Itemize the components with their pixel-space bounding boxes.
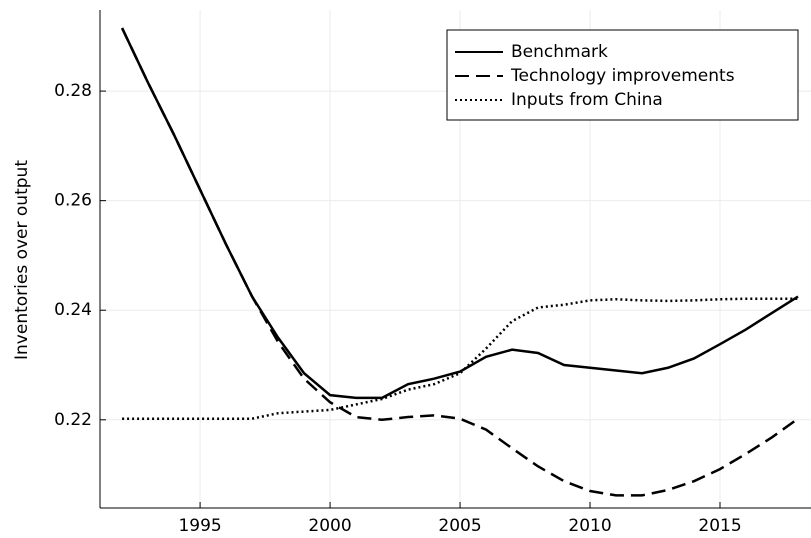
y-tick-label: 0.26 (54, 191, 92, 211)
legend-label: Technology improvements (510, 66, 735, 86)
legend-label: Benchmark (511, 42, 608, 62)
line (120, 27, 799, 497)
legend-box (446, 29, 799, 121)
x-tick-label: 1995 (178, 516, 221, 536)
x-tick-label: 2005 (438, 516, 481, 536)
y-tick-label: 0.28 (54, 81, 92, 101)
x-tick-label: 2015 (698, 516, 741, 536)
y-axis-label: Inventories over output (12, 160, 32, 360)
line (122, 297, 799, 420)
x-tick-label: 2010 (568, 516, 611, 536)
x-tick-label: 2000 (308, 516, 351, 536)
legend-label: Inputs from China (511, 90, 663, 110)
y-tick-label: 0.22 (54, 410, 92, 430)
y-tick-label: 0.24 (54, 300, 92, 320)
